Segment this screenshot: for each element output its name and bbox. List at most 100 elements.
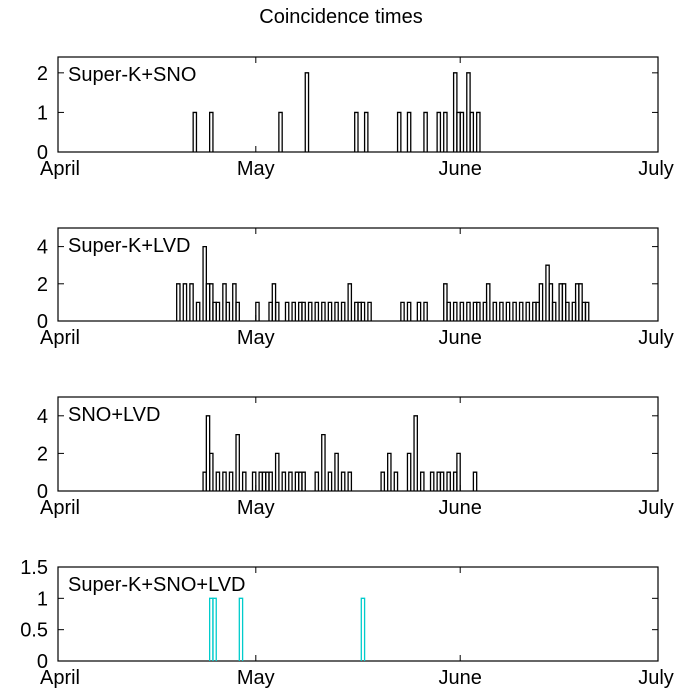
histogram-bin <box>423 301 428 321</box>
histogram-bin <box>235 301 240 321</box>
histogram-bin <box>284 301 290 321</box>
histogram-bin <box>439 471 445 491</box>
y-tick-label: 2 <box>37 443 48 465</box>
histogram-bin <box>446 301 451 321</box>
x-tick-label: June <box>439 327 482 349</box>
histogram-bin <box>429 471 435 491</box>
histogram-bin <box>321 433 326 491</box>
plot-frame <box>57 396 659 492</box>
histogram-bin <box>469 111 475 152</box>
histogram-bin <box>492 301 498 321</box>
histogram-bin <box>406 301 412 321</box>
histogram-bin <box>505 301 511 321</box>
histogram-bin <box>215 301 221 321</box>
histogram-bin <box>423 111 428 152</box>
plot-frame <box>57 566 659 662</box>
x-tick-label: May <box>237 327 275 349</box>
histogram-bin <box>212 597 217 661</box>
y-tick-label: 2 <box>37 63 48 85</box>
y-tick-label: 0 <box>37 311 48 333</box>
histogram-bin <box>518 301 524 321</box>
histogram-bin <box>334 301 339 321</box>
x-tick-label: May <box>237 158 275 180</box>
x-tick-label: April <box>40 497 80 519</box>
histogram-bin <box>274 452 280 491</box>
histogram-bin <box>340 301 346 321</box>
histogram-bin <box>334 452 339 491</box>
histogram-bin <box>304 72 310 152</box>
histogram-bin <box>538 283 544 321</box>
histogram-bin <box>436 111 442 152</box>
x-tick-label: July <box>638 497 674 519</box>
histogram-bin <box>354 111 359 152</box>
histogram-bin <box>551 301 557 321</box>
histogram-bin <box>584 301 590 321</box>
histogram-bin <box>476 111 481 152</box>
panel-label: Super-K+LVD <box>68 235 190 257</box>
histogram-bin <box>235 433 240 491</box>
histogram-bin <box>416 301 422 321</box>
x-tick-label: July <box>638 327 674 349</box>
x-tick-label: April <box>40 158 80 180</box>
x-tick-label: July <box>638 158 674 180</box>
histogram-bin <box>314 301 320 321</box>
histogram-bin <box>189 283 194 321</box>
histogram-bin <box>278 111 283 152</box>
histogram-bin <box>327 301 333 321</box>
y-tick-label: 4 <box>37 406 48 428</box>
histogram-bin <box>301 471 306 491</box>
histogram-bin <box>215 471 221 491</box>
panel-label: Super-K+SNO+LVD <box>68 574 246 596</box>
y-tick-label: 1.5 <box>20 557 48 579</box>
y-tick-label: 0 <box>37 651 48 673</box>
histogram-bin <box>446 471 451 491</box>
y-tick-label: 2 <box>37 274 48 296</box>
histogram-bin <box>456 452 461 491</box>
histogram-bin <box>288 471 293 491</box>
x-tick-label: June <box>439 667 482 689</box>
panel-label: Super-K+SNO <box>68 64 196 86</box>
histogram-bin <box>499 301 504 321</box>
chart-title: Coincidence times <box>259 6 423 28</box>
y-tick-label: 0 <box>37 481 48 503</box>
histogram-bin <box>307 301 313 321</box>
panel-sno-lvd: April May June July 0 2 4 SNO+LVD <box>37 396 674 519</box>
panel-label: SNO+LVD <box>68 404 160 426</box>
panel-super-k-lvd: April May June July 0 2 4 Super-K+LVD <box>37 227 674 349</box>
histogram-bin <box>347 471 353 491</box>
histogram-bin <box>525 301 531 321</box>
histogram-bin <box>228 471 234 491</box>
histogram-bin <box>255 301 260 321</box>
histogram-bin <box>176 283 181 321</box>
x-tick-label: April <box>40 327 80 349</box>
histogram-bin <box>443 111 448 152</box>
histogram-bin <box>380 471 386 491</box>
y-tick-label: 0.5 <box>20 620 48 642</box>
histogram-bin <box>347 283 353 321</box>
histogram-bin <box>413 415 418 491</box>
histogram-bin <box>459 301 465 321</box>
panel-super-k-sno-lvd: April May June July 0 0.5 1 1.5 Super-K+SNO+LVD <box>20 557 674 689</box>
x-tick-label: May <box>237 497 275 519</box>
histogram-bin <box>291 301 297 321</box>
histogram-bin <box>459 111 465 152</box>
histogram-bin <box>340 471 346 491</box>
y-tick-label: 0 <box>37 142 48 164</box>
x-tick-label: June <box>439 497 482 519</box>
histogram-bin <box>565 301 570 321</box>
histogram-bin <box>208 111 214 152</box>
y-tick-label: 1 <box>37 102 48 124</box>
histogram-bin <box>400 301 405 321</box>
histogram-bin <box>419 471 425 491</box>
histogram-bin <box>281 471 287 491</box>
x-tick-label: June <box>439 158 482 180</box>
y-tick-label: 4 <box>37 237 48 259</box>
histogram-bin <box>321 301 326 321</box>
histogram-bin <box>195 301 201 321</box>
histogram-bin <box>182 283 188 321</box>
x-tick-label: July <box>638 667 674 689</box>
histogram-bin <box>406 452 412 491</box>
histogram-bin <box>241 471 247 491</box>
histogram-bin <box>225 301 231 321</box>
